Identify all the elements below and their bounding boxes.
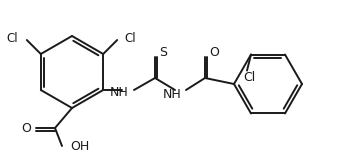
- Text: Cl: Cl: [6, 33, 18, 46]
- Text: O: O: [21, 122, 31, 134]
- Text: Cl: Cl: [243, 71, 255, 84]
- Text: NH: NH: [110, 86, 128, 100]
- Text: O: O: [209, 46, 219, 58]
- Text: OH: OH: [70, 140, 89, 154]
- Text: Cl: Cl: [124, 33, 136, 46]
- Text: S: S: [159, 46, 167, 58]
- Text: NH: NH: [163, 88, 181, 100]
